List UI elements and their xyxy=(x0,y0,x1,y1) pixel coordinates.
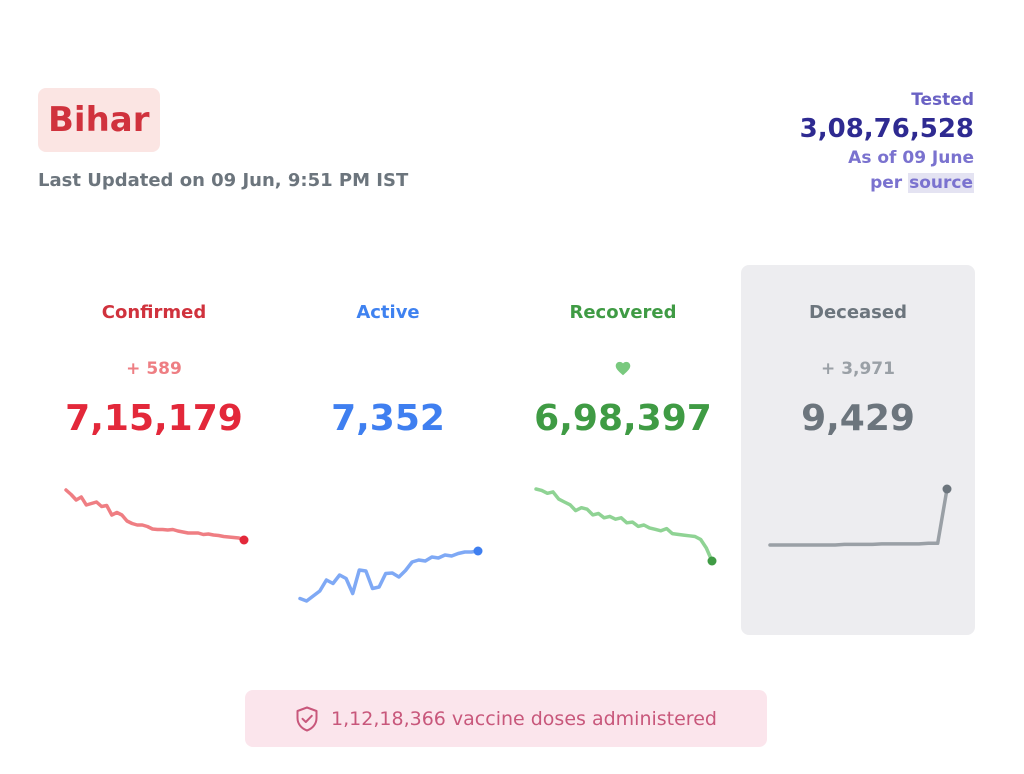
tested-source-line: per source xyxy=(800,171,974,196)
tested-as-of: As of 09 June xyxy=(848,148,974,168)
vaccine-banner[interactable]: 1,12,18,366 vaccine doses administered xyxy=(245,690,767,747)
deceased-trend-endpoint xyxy=(942,484,952,494)
stat-card-recovered[interactable]: Recovered 6,98,397 xyxy=(506,265,740,635)
active-total: 7,352 xyxy=(331,398,445,439)
confirmed-trend-line xyxy=(64,488,246,542)
vaccine-text: 1,12,18,366 vaccine doses administered xyxy=(331,707,717,730)
stat-card-active[interactable]: Active 7,352 xyxy=(271,265,505,635)
recovered-trend-endpoint xyxy=(707,556,717,566)
tested-summary: Tested 3,08,76,528 As of 09 June per sou… xyxy=(800,88,974,196)
confirmed-label: Confirmed xyxy=(101,302,207,323)
confirmed-total: 7,15,179 xyxy=(65,398,243,439)
stat-card-confirmed[interactable]: Confirmed + 589 7,15,179 xyxy=(37,265,271,635)
confirmed-delta: + 589 xyxy=(126,359,182,379)
recovered-label: Recovered xyxy=(569,302,677,323)
active-trend-line xyxy=(298,549,480,603)
recovered-delta xyxy=(506,357,740,381)
active-label: Active xyxy=(356,302,420,323)
tested-value: 3,08,76,528 xyxy=(799,114,974,144)
tested-label: Tested xyxy=(911,90,974,110)
deceased-sparkline xyxy=(768,484,952,547)
stat-card-deceased[interactable]: Deceased + 3,971 9,429 xyxy=(741,265,975,635)
deceased-trend-line xyxy=(768,487,949,547)
shield-check-icon xyxy=(296,706,318,731)
confirmed-trend-endpoint xyxy=(239,535,249,545)
deceased-total: 9,429 xyxy=(801,398,915,439)
deceased-delta: + 3,971 xyxy=(821,359,895,379)
heart-icon xyxy=(615,361,631,376)
state-name: Bihar xyxy=(38,88,160,152)
active-trend-endpoint xyxy=(473,546,483,556)
tested-per-text: per xyxy=(870,173,909,193)
recovered-trend-line xyxy=(534,487,714,563)
deceased-label: Deceased xyxy=(809,302,907,323)
source-link[interactable]: source xyxy=(908,173,974,193)
recovered-sparkline xyxy=(534,487,717,566)
confirmed-sparkline xyxy=(64,488,249,545)
recovered-total: 6,98,397 xyxy=(534,398,712,439)
last-updated: Last Updated on 09 Jun, 9:51 PM IST xyxy=(38,170,409,191)
active-sparkline xyxy=(298,546,483,603)
